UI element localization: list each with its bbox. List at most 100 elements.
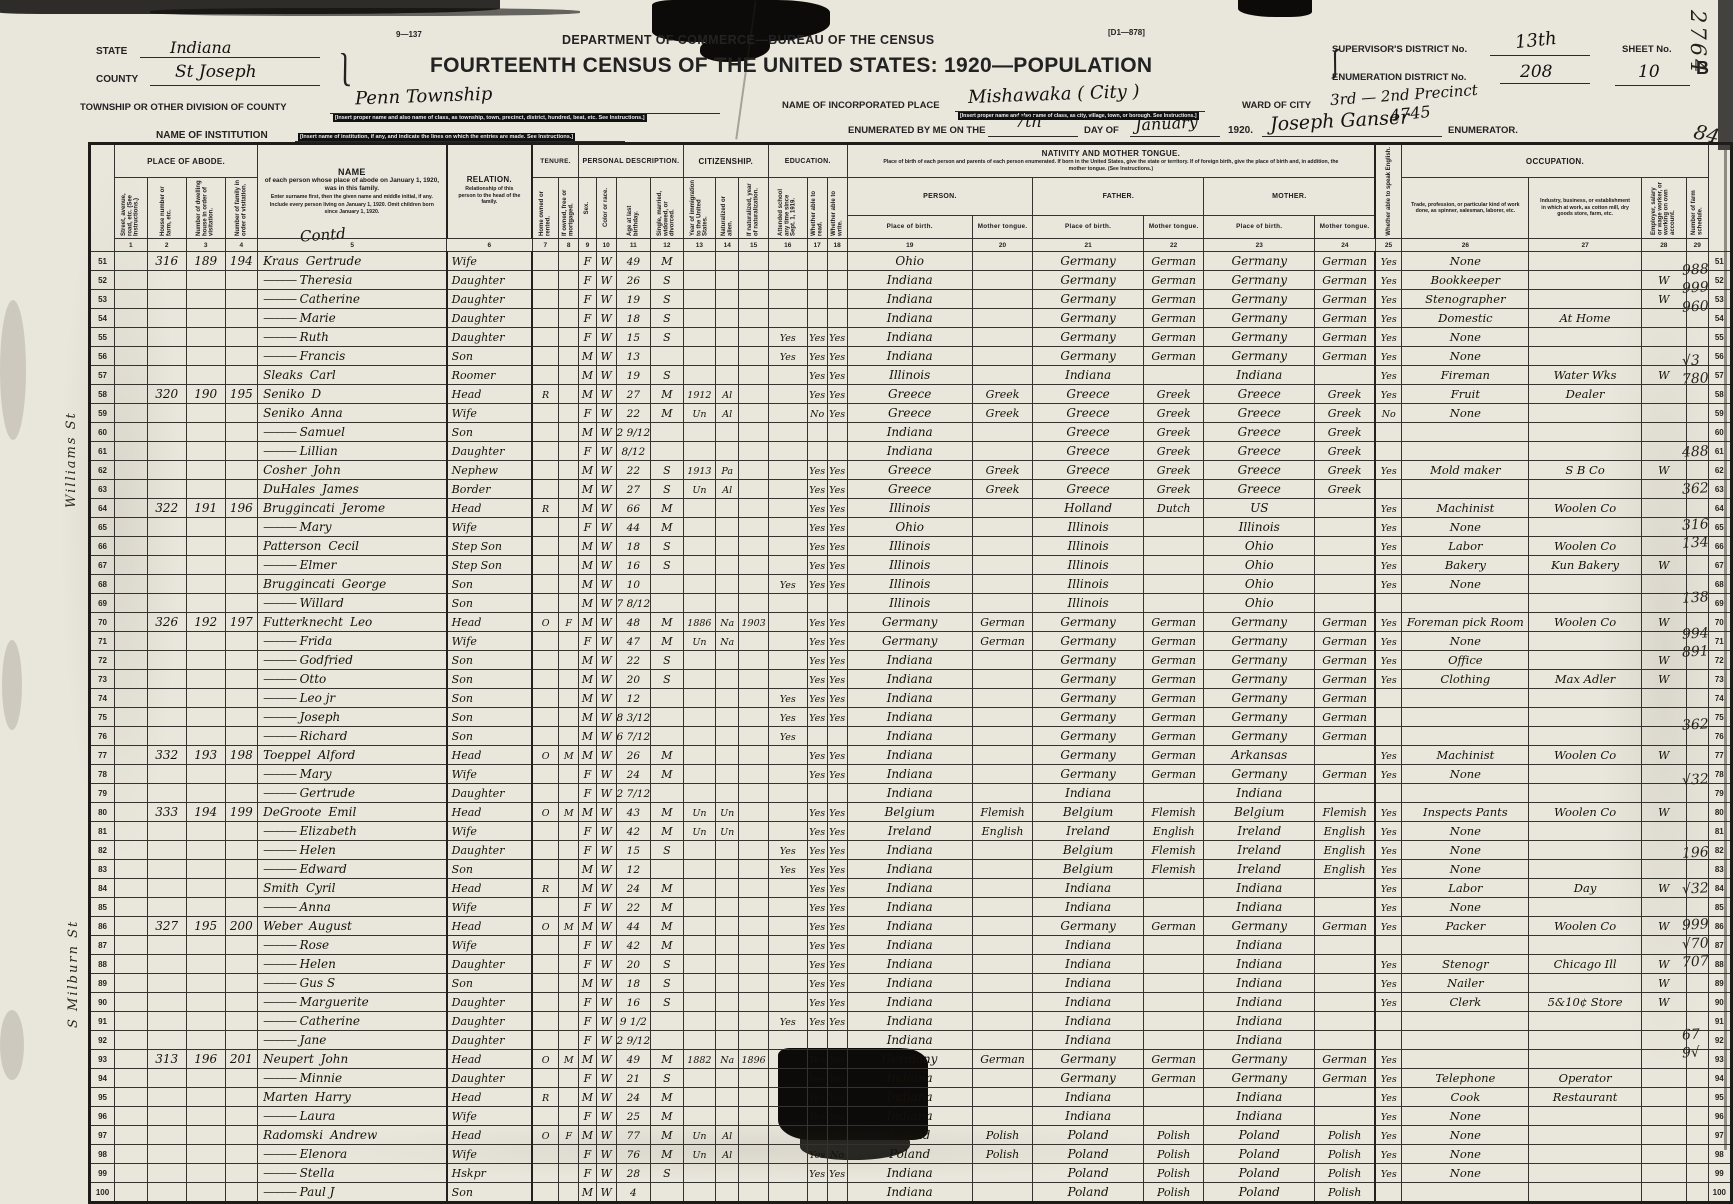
cell-mother-birthplace: Poland xyxy=(1203,1182,1316,1203)
cell-immigration-year: Un xyxy=(682,1144,717,1164)
cell-age: 4 xyxy=(615,1182,652,1203)
cell-immigration-year xyxy=(682,859,717,879)
cell-immigration-year xyxy=(682,517,717,537)
cell-family-number xyxy=(224,631,259,651)
cell-mortgage xyxy=(558,707,580,727)
cell-sex: F xyxy=(578,935,597,955)
cell-mother-tongue xyxy=(971,992,1034,1012)
col-header-22: Mother tongue. xyxy=(1142,214,1205,240)
cell-age: 10 xyxy=(615,574,652,594)
col-number-23: 23 xyxy=(1203,238,1316,252)
cell-employment-class xyxy=(1640,1030,1687,1050)
cell-can-read: Yes xyxy=(806,802,828,822)
cell-speaks-english xyxy=(1374,479,1403,499)
cell-can-read: Yes xyxy=(806,479,828,499)
cell-mortgage xyxy=(558,498,580,518)
cell-mother-birthplace: Germany xyxy=(1203,726,1316,746)
supervisor-value: 13th xyxy=(1514,27,1558,54)
cell-can-read: Yes xyxy=(806,916,828,936)
cell-house-number xyxy=(146,1068,187,1088)
cell-employment-class xyxy=(1640,897,1687,917)
cell-marital-status xyxy=(650,574,684,594)
cell-family-number xyxy=(224,897,259,917)
cell-naturalization xyxy=(715,897,740,917)
cell-age: 2 7/12 xyxy=(615,783,652,803)
cell-street xyxy=(114,612,148,632)
institution-note: [Insert name of institution, if any, and… xyxy=(298,133,576,141)
cell-house-number xyxy=(146,1011,187,1031)
cell-birthplace: Indiana xyxy=(846,1163,973,1183)
col-header-12: Single, married, widowed, or divorced. xyxy=(650,177,684,239)
cell-industry: S B Co xyxy=(1528,460,1642,480)
cell-father-birthplace: Germany xyxy=(1032,726,1144,746)
cell-family-number xyxy=(224,1106,259,1126)
cell-mother-tongue: Greek xyxy=(971,460,1034,480)
cell-employment-class: W xyxy=(1640,612,1687,632)
cell-speaks-english: Yes xyxy=(1374,517,1403,537)
cell-age: 26 xyxy=(615,745,652,765)
col-header-24: Mother tongue. xyxy=(1314,214,1377,240)
cell-family-number xyxy=(224,1125,259,1145)
cell-father-mother-tongue: German xyxy=(1142,764,1205,784)
col-header-8: If owned, free or mortgaged. xyxy=(558,177,580,239)
col-number-24: 24 xyxy=(1314,238,1376,252)
cell-can-write: Yes xyxy=(826,612,848,632)
cell-industry: Woolen Co xyxy=(1528,916,1642,936)
table-row: 83 ——— Edward Son M W 12 Yes Yes Yes Ind… xyxy=(88,859,1733,879)
col-header-21: Place of birth. xyxy=(1032,214,1144,240)
cell-relation: Son xyxy=(446,574,534,594)
row-number: 90 xyxy=(88,992,116,1012)
cell-can-write: Yes xyxy=(826,1087,848,1107)
cell-mortgage xyxy=(558,935,580,955)
cell-mother-birthplace: Indiana xyxy=(1203,878,1316,898)
col-number-9: 9 xyxy=(578,238,597,252)
cell-father-birthplace: Germany xyxy=(1032,612,1144,632)
cell-naturalization xyxy=(715,935,740,955)
cell-tenure xyxy=(531,1163,560,1183)
cell-mother-mother-tongue xyxy=(1314,593,1377,613)
cell-speaks-english: Yes xyxy=(1374,840,1403,860)
cell-family-number xyxy=(224,973,259,993)
cell-immigration-year xyxy=(682,270,717,290)
cell-race: W xyxy=(595,916,617,936)
cell-can-read: Yes xyxy=(806,878,828,898)
cell-tenure xyxy=(531,1030,560,1050)
cell-dwelling-number xyxy=(185,1030,226,1050)
cell-industry: Chicago Ill xyxy=(1528,954,1642,974)
cell-can-read: Yes xyxy=(806,745,828,765)
state-value: Indiana xyxy=(170,38,232,57)
cell-farm-schedule xyxy=(1685,821,1709,841)
cell-industry: Operator xyxy=(1528,1068,1642,1088)
cell-sex: F xyxy=(578,992,597,1012)
cell-age: 49 xyxy=(615,251,652,271)
cell-can-write xyxy=(826,783,848,803)
cell-industry: Dealer xyxy=(1528,384,1642,404)
cell-occupation: Machinist xyxy=(1401,498,1530,518)
cell-family-number xyxy=(224,270,259,290)
cell-father-mother-tongue: Flemish xyxy=(1142,859,1205,879)
table-row: 86 327 195 200 Weber August Head O M M W… xyxy=(88,916,1733,936)
cell-can-write xyxy=(826,1030,848,1050)
cell-can-read: Yes xyxy=(806,517,828,537)
cell-mortgage xyxy=(558,1163,580,1183)
cell-mother-mother-tongue: English xyxy=(1314,821,1377,841)
cell-father-birthplace: Belgium xyxy=(1032,802,1144,822)
cell-occupation: Fireman xyxy=(1401,365,1530,385)
cell-family-number xyxy=(224,878,259,898)
cell-mother-birthplace: Germany xyxy=(1203,764,1316,784)
cell-mother-mother-tongue xyxy=(1314,365,1377,385)
cell-marital-status: S xyxy=(650,954,684,974)
row-number-right: 100 xyxy=(1707,1182,1733,1203)
cell-industry: At Home xyxy=(1528,308,1642,328)
cell-mother-tongue xyxy=(971,289,1034,309)
cell-mother-birthplace: Greece xyxy=(1203,403,1316,423)
cell-race: W xyxy=(595,1068,617,1088)
township-line xyxy=(330,112,720,114)
cell-marital-status: M xyxy=(650,916,684,936)
cell-relation: Wife xyxy=(446,251,534,271)
cell-industry xyxy=(1528,764,1642,784)
cell-naturalization xyxy=(715,954,740,974)
cell-mortgage xyxy=(558,688,580,708)
cell-can-write: Yes xyxy=(826,878,848,898)
